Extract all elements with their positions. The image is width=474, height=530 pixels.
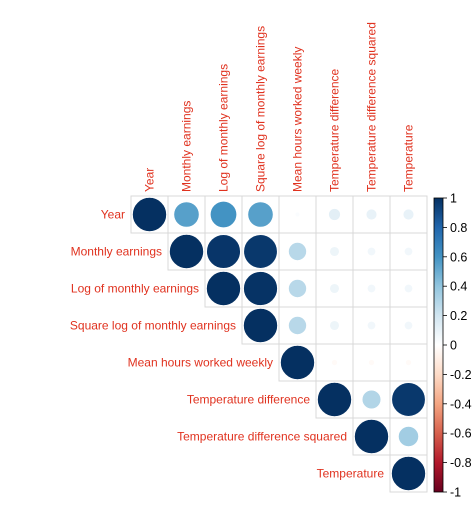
colorbar: 1 0.8 0.6 0.4 0.2 0 -0.2 -0.4 -0.6 -0.8 -1 (433, 192, 472, 500)
corr-circle-monthly-earnings-vs-temperature-difference-squared: Monthly earnings / Temperature differenc… (367, 247, 376, 256)
corr-circle-monthly-earnings-vs-square-log-of-monthly-earnings: Monthly earnings / Square log of monthly… (243, 234, 278, 269)
row-label-year: Year (101, 208, 125, 222)
corr-circle-square-log-of-monthly-earnings-vs-mean-hours-worked-weekly: Square log of monthly earnings / Mean ho… (288, 316, 307, 335)
corr-circle-square-log-of-monthly-earnings-vs-temperature-difference: Square log of monthly earnings / Tempera… (329, 320, 340, 331)
colorbar-tick-label: 0.6 (450, 250, 467, 264)
corr-circle-mean-hours-worked-weekly-vs-temperature-difference-squared: Mean hours worked weekly / Temperature d… (368, 359, 375, 366)
corr-circle-log-of-monthly-earnings-vs-log-of-monthly-earnings: Log of monthly earnings / Log of monthly… (206, 271, 241, 306)
corr-circle-mean-hours-worked-weekly-vs-mean-hours-worked-weekly: Mean hours worked weekly / Mean hours wo… (280, 345, 315, 380)
grid-cell (389, 195, 428, 234)
corr-circle-monthly-earnings-vs-temperature-difference: Monthly earnings / Temperature differenc… (329, 246, 340, 257)
row-label-monthly-earnings: Monthly earnings (71, 245, 162, 259)
corr-circle-log-of-monthly-earnings-vs-temperature-difference-squared: Log of monthly earnings / Temperature di… (367, 284, 376, 293)
corr-circle-monthly-earnings-vs-log-of-monthly-earnings: Monthly earnings / Log of monthly earnin… (206, 234, 241, 269)
row-label-log-of-monthly-earnings: Log of monthly earnings (71, 282, 199, 296)
corr-circle-year-vs-temperature: Year / Temperature: 0.1 (402, 208, 415, 221)
column-label-temperature-difference-squared: Temperature difference squared (365, 22, 379, 192)
column-labels: Year Monthly earnings Log of monthly earni… (143, 22, 416, 192)
corr-circle-year-vs-log-of-monthly-earnings: Year / Log of monthly earnings: 0.6 (210, 201, 237, 228)
colorbar-tick-label: -0.4 (450, 397, 472, 411)
corr-circle-mean-hours-worked-weekly-vs-temperature-difference: Mean hours worked weekly / Temperature d… (331, 359, 338, 366)
corr-circle-square-log-of-monthly-earnings-vs-temperature-difference-squared: Square log of monthly earnings / Tempera… (367, 321, 376, 330)
corr-circle-temperature-difference-squared-vs-temperature: Temperature difference squared / Tempera… (398, 426, 419, 447)
column-label-square-log-of-monthly-earnings: Square log of monthly earnings (254, 26, 268, 192)
column-label-monthly-earnings: Monthly earnings (180, 101, 194, 192)
column-label-mean-hours-worked-weekly: Mean hours worked weekly (291, 47, 305, 192)
corr-circle-year-vs-monthly-earnings: Year / Monthly earnings: 0.55 (173, 201, 200, 228)
colorbar-tick-label: 0.8 (450, 221, 467, 235)
column-label-temperature-difference: Temperature difference (328, 68, 342, 192)
row-labels: Year Monthly earnings Log of monthly earni… (70, 208, 384, 481)
row-label-mean-hours-worked-weekly: Mean hours worked weekly (128, 356, 273, 370)
corr-circle-year-vs-year: Year / Year: 1 (132, 197, 167, 232)
colorbar-tick-label: -0.2 (450, 368, 472, 382)
colorbar-tick-label: 0 (450, 339, 457, 353)
colorbar-tick-label: 0.2 (450, 309, 467, 323)
corr-circle-monthly-earnings-vs-temperature: Monthly earnings / Temperature: 0.06 (404, 247, 413, 256)
column-label-year: Year (143, 168, 157, 192)
column-label-log-of-monthly-earnings: Log of monthly earnings (217, 64, 231, 192)
corr-circle-log-of-monthly-earnings-vs-mean-hours-worked-weekly: Log of monthly earnings / Mean hours wor… (288, 279, 307, 298)
corr-circle-mean-hours-worked-weekly-vs-temperature: Mean hours worked weekly / Temperature: … (405, 359, 412, 366)
row-label-temperature-difference: Temperature difference (187, 393, 311, 407)
colorbar-tick-label: -1 (450, 486, 461, 500)
corr-circle-temperature-vs-temperature: Temperature / Temperature: 1 (391, 456, 426, 491)
colorbar-ticks: 1 0.8 0.6 0.4 0.2 0 -0.2 -0.4 -0.6 -0.8 -1 (443, 192, 472, 500)
corr-circle-temperature-difference-squared-vs-temperature-difference-squared: Temperature difference squared / Tempera… (354, 419, 389, 454)
row-label-temperature-difference-squared: Temperature difference squared (177, 430, 347, 444)
corr-circle-square-log-of-monthly-earnings-vs-temperature: Square log of monthly earnings / Tempera… (404, 321, 413, 330)
corr-circle-log-of-monthly-earnings-vs-square-log-of-monthly-earnings: Log of monthly earnings / Square log of … (243, 271, 278, 306)
colorbar-tick-label: 1 (450, 192, 457, 206)
corr-circle-monthly-earnings-vs-monthly-earnings: Monthly earnings / Monthly earnings: 1 (169, 234, 204, 269)
corr-circle-log-of-monthly-earnings-vs-temperature: Log of monthly earnings / Temperature: 0… (404, 284, 413, 293)
correlation-circles: Year / Year: 1Year / Monthly earnings: 0… (132, 197, 426, 491)
corr-circle-year-vs-mean-hours-worked-weekly: Year / Mean hours worked weekly: 0.02 (294, 211, 301, 218)
colorbar-tick-label: -0.6 (450, 427, 472, 441)
corr-circle-temperature-difference-vs-temperature-difference: Temperature difference / Temperature dif… (317, 382, 352, 417)
corr-circle-temperature-difference-vs-temperature: Temperature difference / Temperature: 0.… (391, 382, 426, 417)
corr-circle-log-of-monthly-earnings-vs-temperature-difference: Log of monthly earnings / Temperature di… (329, 283, 340, 294)
corr-circle-temperature-difference-vs-temperature-difference-squared: Temperature difference / Temperature dif… (361, 389, 382, 410)
corr-circle-year-vs-temperature-difference: Year / Temperature difference: 0.12 (328, 208, 341, 221)
colorbar-tick-label: -0.8 (450, 456, 472, 470)
colorbar-gradient (433, 197, 444, 493)
row-label-square-log-of-monthly-earnings: Square log of monthly earnings (70, 319, 236, 333)
corr-circle-year-vs-temperature-difference-squared: Year / Temperature difference squared: 0… (365, 208, 378, 221)
corr-circle-monthly-earnings-vs-mean-hours-worked-weekly: Monthly earnings / Mean hours worked wee… (288, 242, 307, 261)
corr-circle-year-vs-square-log-of-monthly-earnings: Year / Square log of monthly earnings: 0… (247, 201, 274, 228)
row-label-temperature: Temperature (317, 467, 385, 481)
grid-cell (352, 232, 391, 271)
corr-circle-square-log-of-monthly-earnings-vs-square-log-of-monthly-earnings: Square log of monthly earnings / Square … (243, 308, 278, 343)
column-label-temperature: Temperature (402, 124, 416, 192)
colorbar-tick-label: 0.4 (450, 280, 467, 294)
